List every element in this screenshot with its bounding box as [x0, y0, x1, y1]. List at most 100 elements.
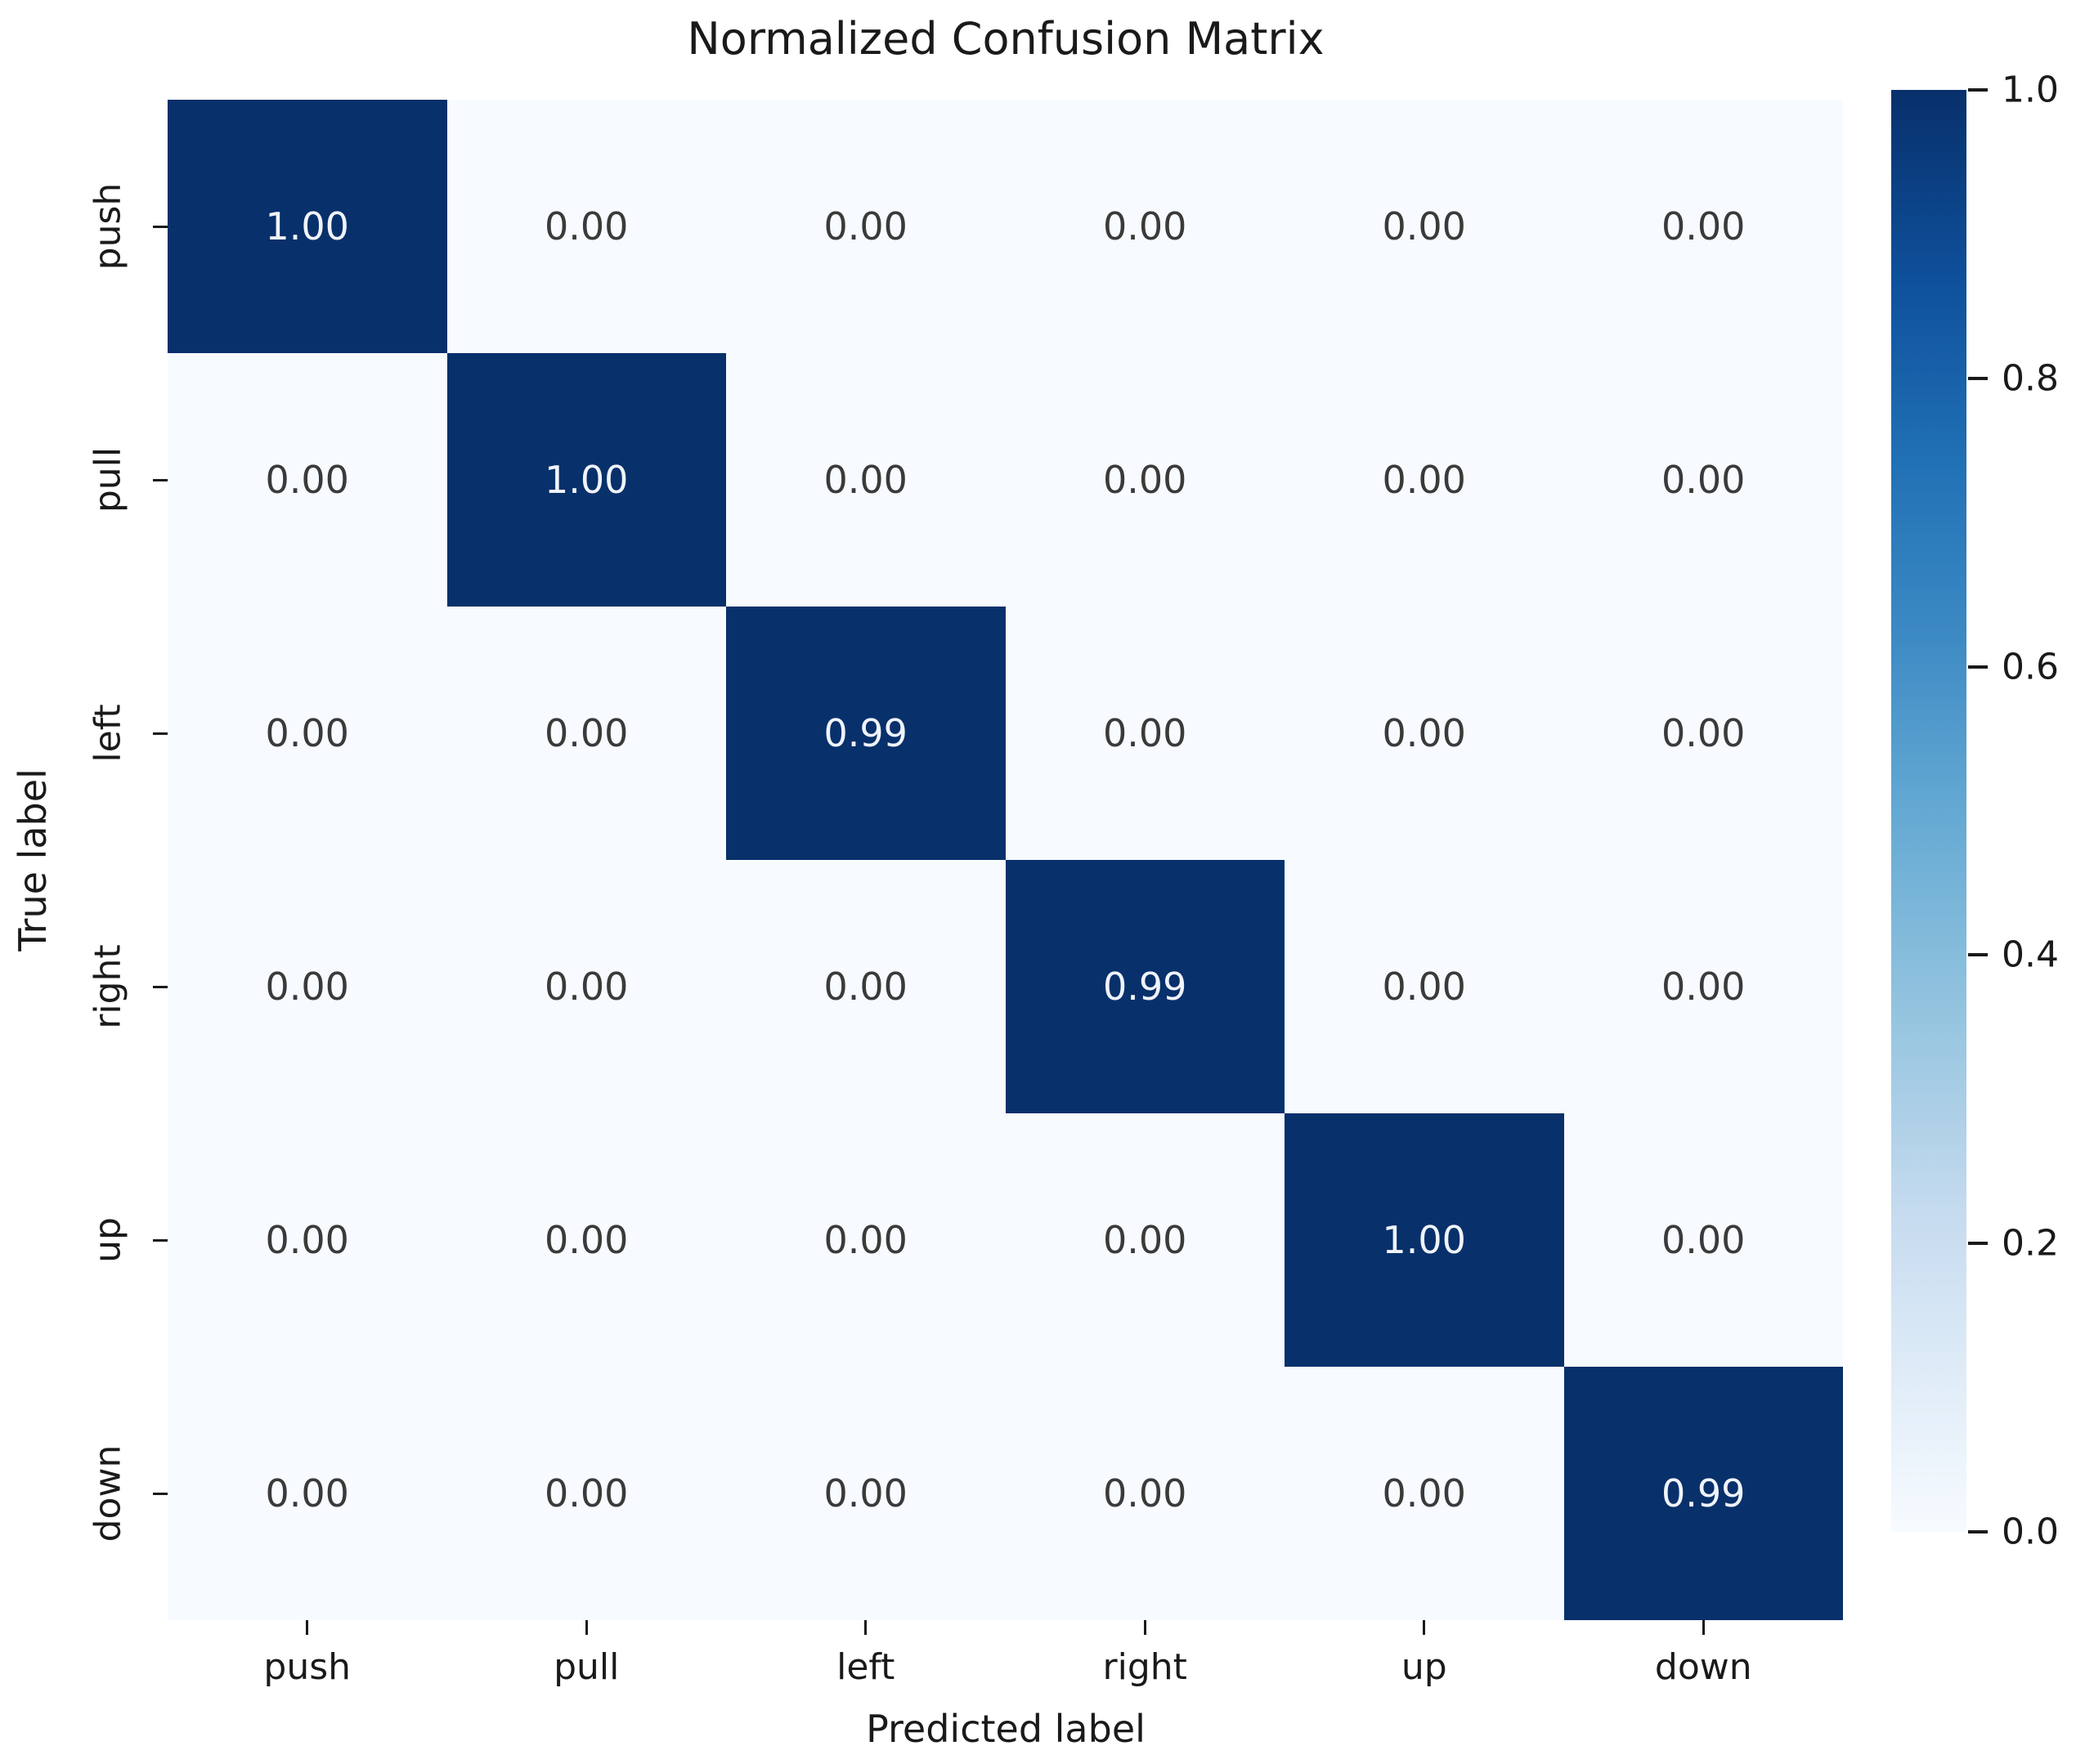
matrix-cell: 0.99 — [726, 607, 1006, 860]
matrix-cell-value: 0.00 — [545, 1218, 629, 1262]
matrix-cell: 0.00 — [1005, 607, 1285, 860]
colorbar-tick-label: 0.8 — [2002, 357, 2059, 400]
matrix-cell-value: 0.99 — [1103, 965, 1187, 1009]
matrix-cell: 0.00 — [446, 1113, 726, 1367]
matrix-cell-value: 0.00 — [265, 1471, 349, 1516]
matrix-cell: 0.00 — [726, 1367, 1006, 1620]
colorbar-tick-label: 1.0 — [2002, 69, 2059, 111]
matrix-cell: 0.99 — [1005, 860, 1285, 1113]
matrix-cell-value: 0.00 — [265, 1218, 349, 1262]
y-tick-label: right — [87, 944, 129, 1029]
matrix-cell-value: 0.00 — [1103, 711, 1187, 755]
matrix-cell: 0.00 — [446, 100, 726, 353]
colorbar-tick-mark — [1968, 376, 1988, 380]
matrix-cell: 0.00 — [726, 1113, 1006, 1367]
x-tick-mark — [1702, 1620, 1705, 1635]
matrix-cell: 0.00 — [1285, 100, 1564, 353]
matrix-cell-value: 0.00 — [1661, 204, 1746, 248]
matrix-cell-value: 0.00 — [1103, 1471, 1187, 1516]
x-tick-label: left — [836, 1646, 895, 1688]
x-tick-mark — [864, 1620, 868, 1635]
matrix-cell: 1.00 — [446, 353, 726, 607]
matrix-cell: 0.00 — [168, 607, 447, 860]
matrix-cell-value: 0.00 — [1103, 204, 1187, 248]
x-tick-mark — [306, 1620, 309, 1635]
matrix-cell: 0.00 — [1285, 353, 1564, 607]
y-tick-label: down — [87, 1444, 129, 1542]
matrix-cell-value: 0.00 — [1382, 204, 1466, 248]
matrix-cell: 0.00 — [168, 860, 447, 1113]
matrix-cell: 0.00 — [1005, 1367, 1285, 1620]
matrix-cell: 0.00 — [1005, 353, 1285, 607]
matrix-cell: 0.00 — [726, 860, 1006, 1113]
chart-title: Normalized Confusion Matrix — [687, 13, 1325, 65]
matrix-cell: 0.00 — [1563, 100, 1843, 353]
matrix-cell-value: 0.00 — [823, 1218, 908, 1262]
matrix-cell-value: 0.00 — [1661, 458, 1746, 502]
matrix-cell: 0.00 — [168, 353, 447, 607]
colorbar-tick-mark — [1968, 1242, 1988, 1246]
matrix-cell: 0.00 — [1005, 1113, 1285, 1367]
y-tick-mark — [153, 478, 168, 481]
y-tick-label: up — [87, 1217, 129, 1263]
matrix-cell: 1.00 — [1285, 1113, 1564, 1367]
y-axis-label: True label — [11, 768, 55, 951]
matrix-cell-value: 0.00 — [1382, 965, 1466, 1009]
matrix-cell-value: 0.00 — [545, 965, 629, 1009]
y-tick-mark — [153, 985, 168, 988]
matrix-cell-value: 0.00 — [823, 1471, 908, 1516]
matrix-cell-value: 0.00 — [823, 204, 908, 248]
matrix-cell-value: 0.00 — [823, 458, 908, 502]
colorbar-tick-mark — [1968, 88, 1988, 92]
x-axis-label: Predicted label — [866, 1707, 1146, 1751]
colorbar-tick-mark — [1968, 665, 1988, 669]
colorbar-tick-label: 0.4 — [2002, 933, 2059, 976]
y-tick-label: push — [87, 182, 129, 271]
matrix-cell-value: 0.00 — [545, 204, 629, 248]
matrix-cell: 0.00 — [1563, 860, 1843, 1113]
matrix-cell-value: 0.99 — [1661, 1471, 1746, 1516]
matrix-cell: 0.00 — [1005, 100, 1285, 353]
y-tick-mark — [153, 1492, 168, 1495]
y-tick-mark — [153, 732, 168, 735]
matrix-cell-value: 0.00 — [1661, 1218, 1746, 1262]
y-tick-label: left — [87, 704, 129, 763]
colorbar-tick-mark — [1968, 1530, 1988, 1533]
matrix-cell: 0.00 — [1563, 353, 1843, 607]
matrix-cell-value: 0.00 — [265, 965, 349, 1009]
x-tick-mark — [585, 1620, 588, 1635]
matrix-cell-value: 0.00 — [265, 458, 349, 502]
matrix-cell-value: 0.00 — [823, 965, 908, 1009]
matrix-cell-value: 0.00 — [265, 711, 349, 755]
matrix-cell: 0.00 — [1563, 1113, 1843, 1367]
x-tick-label: pull — [554, 1646, 620, 1688]
x-tick-mark — [1423, 1620, 1426, 1635]
matrix-cell-value: 0.00 — [1661, 965, 1746, 1009]
y-tick-mark — [153, 1238, 168, 1242]
colorbar-tick-label: 0.2 — [2002, 1222, 2059, 1265]
matrix-cell: 0.99 — [1563, 1367, 1843, 1620]
colorbar-tick-label: 0.6 — [2002, 646, 2059, 688]
colorbar-tick-mark — [1968, 953, 1988, 957]
x-tick-label: up — [1401, 1646, 1447, 1688]
x-tick-label: push — [263, 1646, 352, 1688]
matrix-cell-value: 0.00 — [1382, 711, 1466, 755]
matrix-cell-value: 1.00 — [1382, 1218, 1466, 1262]
y-tick-mark — [153, 225, 168, 228]
matrix-cell: 0.00 — [1563, 607, 1843, 860]
matrix-cell-value: 0.00 — [545, 711, 629, 755]
matrix-cell: 0.00 — [1285, 607, 1564, 860]
x-tick-mark — [1143, 1620, 1146, 1635]
matrix-cell-value: 0.00 — [1382, 458, 1466, 502]
matrix-cell: 0.00 — [446, 607, 726, 860]
heatmap-grid: 1.00 0.00 0.00 0.00 0.00 0.00 0.00 1.00 0.00 0.00… — [168, 100, 1843, 1620]
matrix-cell: 0.00 — [1285, 1367, 1564, 1620]
matrix-cell-value: 0.00 — [1661, 711, 1746, 755]
matrix-cell: 0.00 — [168, 1113, 447, 1367]
matrix-cell: 0.00 — [726, 353, 1006, 607]
matrix-cell-value: 0.00 — [1103, 458, 1187, 502]
matrix-cell-value: 0.00 — [1103, 1218, 1187, 1262]
matrix-cell-value: 1.00 — [545, 458, 629, 502]
matrix-cell: 0.00 — [446, 1367, 726, 1620]
